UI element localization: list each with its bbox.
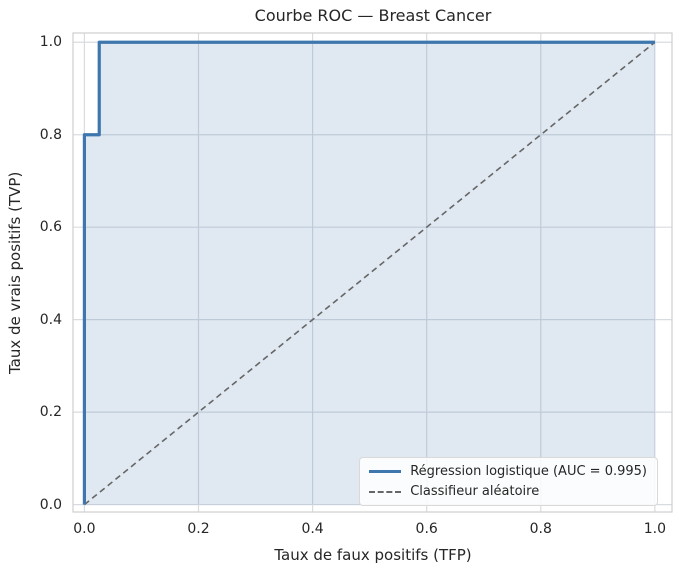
chance-diagonal-line <box>83 41 656 506</box>
x-tick-label: 0.4 <box>301 521 324 537</box>
solid-line-swatch-icon <box>369 470 402 473</box>
y-tick-label: 1.0 <box>39 34 62 51</box>
chart-title: Courbe ROC — Breast Cancer <box>254 6 492 25</box>
legend-item-logistic-regression: Régression logistique (AUC = 0.995) <box>369 464 647 479</box>
y-tick-label: 0.0 <box>39 496 62 513</box>
legend-label: Classifieur aléatoire <box>410 484 540 499</box>
x-axis-label: Taux de faux positifs (TFP) <box>274 546 472 564</box>
x-tick-label: 0.2 <box>187 521 210 537</box>
x-tick-label: 1.0 <box>643 521 666 537</box>
y-axis-label: Taux de vrais positifs (TVP) <box>6 171 24 374</box>
roc-curve-line <box>82 40 655 505</box>
x-tick-label: 0.8 <box>529 521 552 537</box>
x-tick-label: 0.0 <box>73 521 96 537</box>
y-tick-label: 0.8 <box>39 126 62 143</box>
legend-item-random-classifier: Classifieur aléatoire <box>369 484 647 499</box>
dashed-line-swatch-icon <box>369 490 402 493</box>
legend: Régression logistique (AUC = 0.995) Clas… <box>359 457 658 506</box>
y-tick-label: 0.2 <box>39 404 62 421</box>
legend-label: Régression logistique (AUC = 0.995) <box>410 464 647 479</box>
axes-border <box>72 32 673 513</box>
x-tick-label: 0.6 <box>415 521 438 537</box>
y-tick-label: 0.4 <box>39 311 62 328</box>
y-tick-label: 0.6 <box>39 219 62 236</box>
